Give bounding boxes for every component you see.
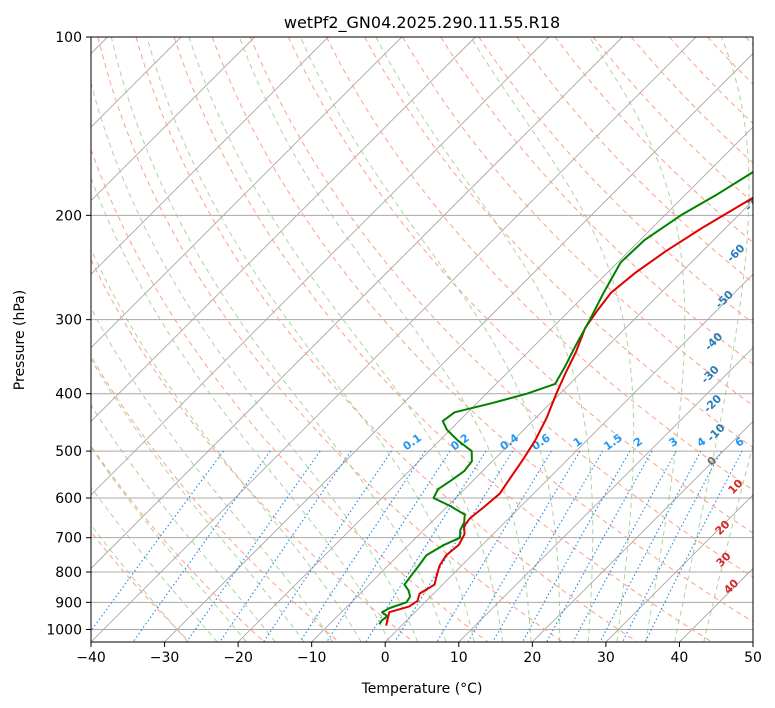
isotherm-line [164,52,753,642]
dry-adiabat-line [173,37,713,642]
x-tick-label: 20 [523,650,541,666]
x-tick-label: 0 [381,650,390,666]
dry-adiabat-line [516,37,753,284]
isotherm-line [91,37,623,570]
y-axis-ticks: 1000 900 800 700 600 500 400 300 200 100 [46,30,91,638]
y-tick-label: 300 [55,313,82,329]
y-tick-label: 800 [55,565,82,581]
mixing-ratio-line [132,450,271,642]
dry-adiabat-line [478,37,753,324]
dry-adiabat-line [630,37,753,164]
dry-adiabat-line [440,37,753,365]
moist-adiabat-line [91,524,189,642]
chart-title: wetPf2_GN04.2025.290.11.55.R18 [284,13,560,33]
y-axis-label: Pressure (hPa) [12,290,28,390]
moist-adiabat-line [91,486,218,642]
moist-adiabat-line [91,81,419,642]
plot-frame [90,36,754,643]
isotherm-line [237,126,753,642]
x-tick-label: −30 [150,650,180,666]
mixing-ratio-line [599,450,702,642]
moist-adiabat-line [110,37,447,642]
y-tick-label: 500 [55,444,82,460]
y-tick-label: 100 [55,30,82,46]
isotherm-line [91,37,403,349]
x-tick-label: 40 [671,650,689,666]
mixing-ratio-line [546,450,653,642]
dry-adiabat-line [402,37,753,407]
moist-adiabat-line [91,358,305,642]
dry-adiabat-line [91,531,191,642]
y-tick-label: 1000 [46,622,82,638]
moist-adiabat-line [588,37,686,642]
mixing-ratio-line [522,450,631,642]
mixing-ratio-line [467,450,581,642]
dry-adiabat-label: -80 [748,153,771,176]
isotherm-line [458,347,753,642]
temperature-profile-line [385,196,753,626]
x-tick-label: 50 [744,650,762,666]
moist-adiabat-line [375,37,594,642]
mixing-ratio-line [186,450,321,642]
x-axis-ticks: −40 −30 −20 −10 0 10 20 30 40 50 [76,642,762,666]
moist-adiabat-line [91,176,390,642]
y-tick-label: 700 [55,531,82,547]
mixing-ratio-line [394,450,514,642]
mixing-ratio-line [219,450,352,642]
isotherm-line [91,37,255,202]
dry-adiabat-line [135,37,638,642]
isotherm-line [605,494,753,642]
dry-adiabat-line [364,37,753,449]
y-tick-label: 400 [55,387,82,403]
y-tick-label: 200 [55,208,82,224]
y-tick-label: 900 [55,595,82,611]
moist-adiabat-line [300,37,561,642]
x-tick-label: −20 [223,650,253,666]
mixing-ratio-line [436,450,552,642]
dry-adiabat-line [211,37,753,623]
x-axis-label: Temperature (°C) [361,681,483,697]
moist-adiabat-line [146,37,475,642]
isotherm-line [91,37,329,275]
isotherm-line [384,273,753,642]
mixing-ratio-line [572,450,677,642]
dewpoint-profile-line [378,170,753,625]
x-tick-label: 30 [597,650,615,666]
dry-adiabat-line [592,37,753,204]
mixing-ratio-line [492,450,604,642]
moist-adiabat-line [91,248,362,642]
isotherm-line [311,200,753,642]
profiles [378,170,753,626]
background-lines [91,37,753,642]
dry-adiabat-line [91,258,414,642]
dry-adiabat-line [91,445,265,642]
dry-adiabat-line [249,37,753,578]
moist-adiabat-line [91,446,247,642]
dry-adiabat-line [97,37,563,642]
isotherm-line [91,37,550,496]
x-tick-label: −40 [76,650,106,666]
x-tick-label: 10 [450,650,468,666]
moist-adiabat-line [188,37,504,642]
mixing-ratio-line [622,450,722,642]
moist-adiabat-line [91,404,276,642]
isotherm-line [532,420,753,642]
x-tick-label: −10 [297,650,327,666]
dry-adiabat-label: -70 [742,191,765,214]
y-tick-label: 600 [55,491,82,507]
